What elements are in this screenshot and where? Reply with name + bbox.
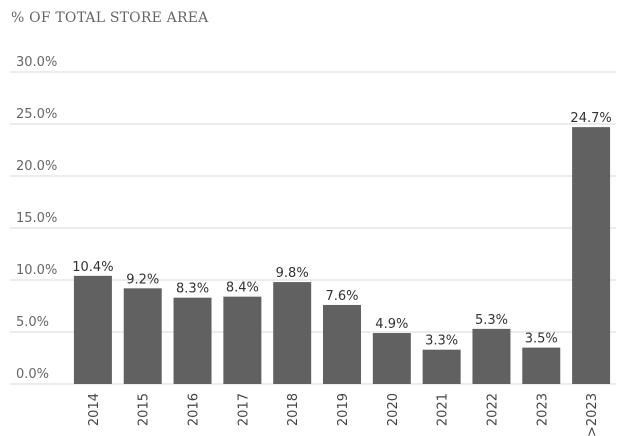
data-label: 8.3% xyxy=(176,282,209,297)
data-label: 4.9% xyxy=(375,317,408,332)
bar xyxy=(572,127,611,385)
bar xyxy=(223,296,262,384)
x-tick-label: 2022 xyxy=(485,393,500,426)
x-tick-label: >2023 xyxy=(585,393,600,436)
y-tick-label: 25.0% xyxy=(16,107,57,122)
data-label: 3.5% xyxy=(525,332,558,347)
data-label: 9.8% xyxy=(276,266,309,281)
y-tick-label: 5.0% xyxy=(16,315,49,330)
data-label: 24.7% xyxy=(570,111,611,126)
data-label: 10.4% xyxy=(72,260,113,275)
x-tick-label: 2018 xyxy=(286,393,301,426)
data-label: 5.3% xyxy=(475,313,508,328)
x-tick-label: 2014 xyxy=(87,393,102,426)
x-tick-label: 2021 xyxy=(436,393,451,426)
bar xyxy=(323,304,361,384)
x-tick-label: 2023 xyxy=(535,393,550,426)
bar xyxy=(173,297,212,384)
bar xyxy=(123,288,162,384)
bar xyxy=(273,282,312,384)
data-label: 3.3% xyxy=(425,334,458,349)
y-tick-label: 15.0% xyxy=(16,211,57,226)
x-tick-label: 2015 xyxy=(137,393,152,426)
bar xyxy=(422,349,461,384)
data-label: 8.4% xyxy=(226,281,259,296)
bar xyxy=(73,275,112,384)
x-tick-label: 2016 xyxy=(187,393,202,426)
bar xyxy=(372,333,411,384)
y-tick-label: 20.0% xyxy=(16,159,57,174)
y-tick-label: 0.0% xyxy=(16,367,49,382)
x-tick-label: 2020 xyxy=(386,393,401,426)
x-tick-label: 2017 xyxy=(236,393,251,426)
y-tick-label: 30.0% xyxy=(16,55,57,70)
y-tick-label: 10.0% xyxy=(16,263,57,278)
bar xyxy=(472,328,511,384)
bar xyxy=(522,347,561,384)
chart-title: % OF TOTAL STORE AREA xyxy=(11,10,209,26)
data-label: 7.6% xyxy=(325,289,358,304)
data-label: 9.2% xyxy=(126,272,159,287)
x-tick-label: 2019 xyxy=(336,393,351,426)
